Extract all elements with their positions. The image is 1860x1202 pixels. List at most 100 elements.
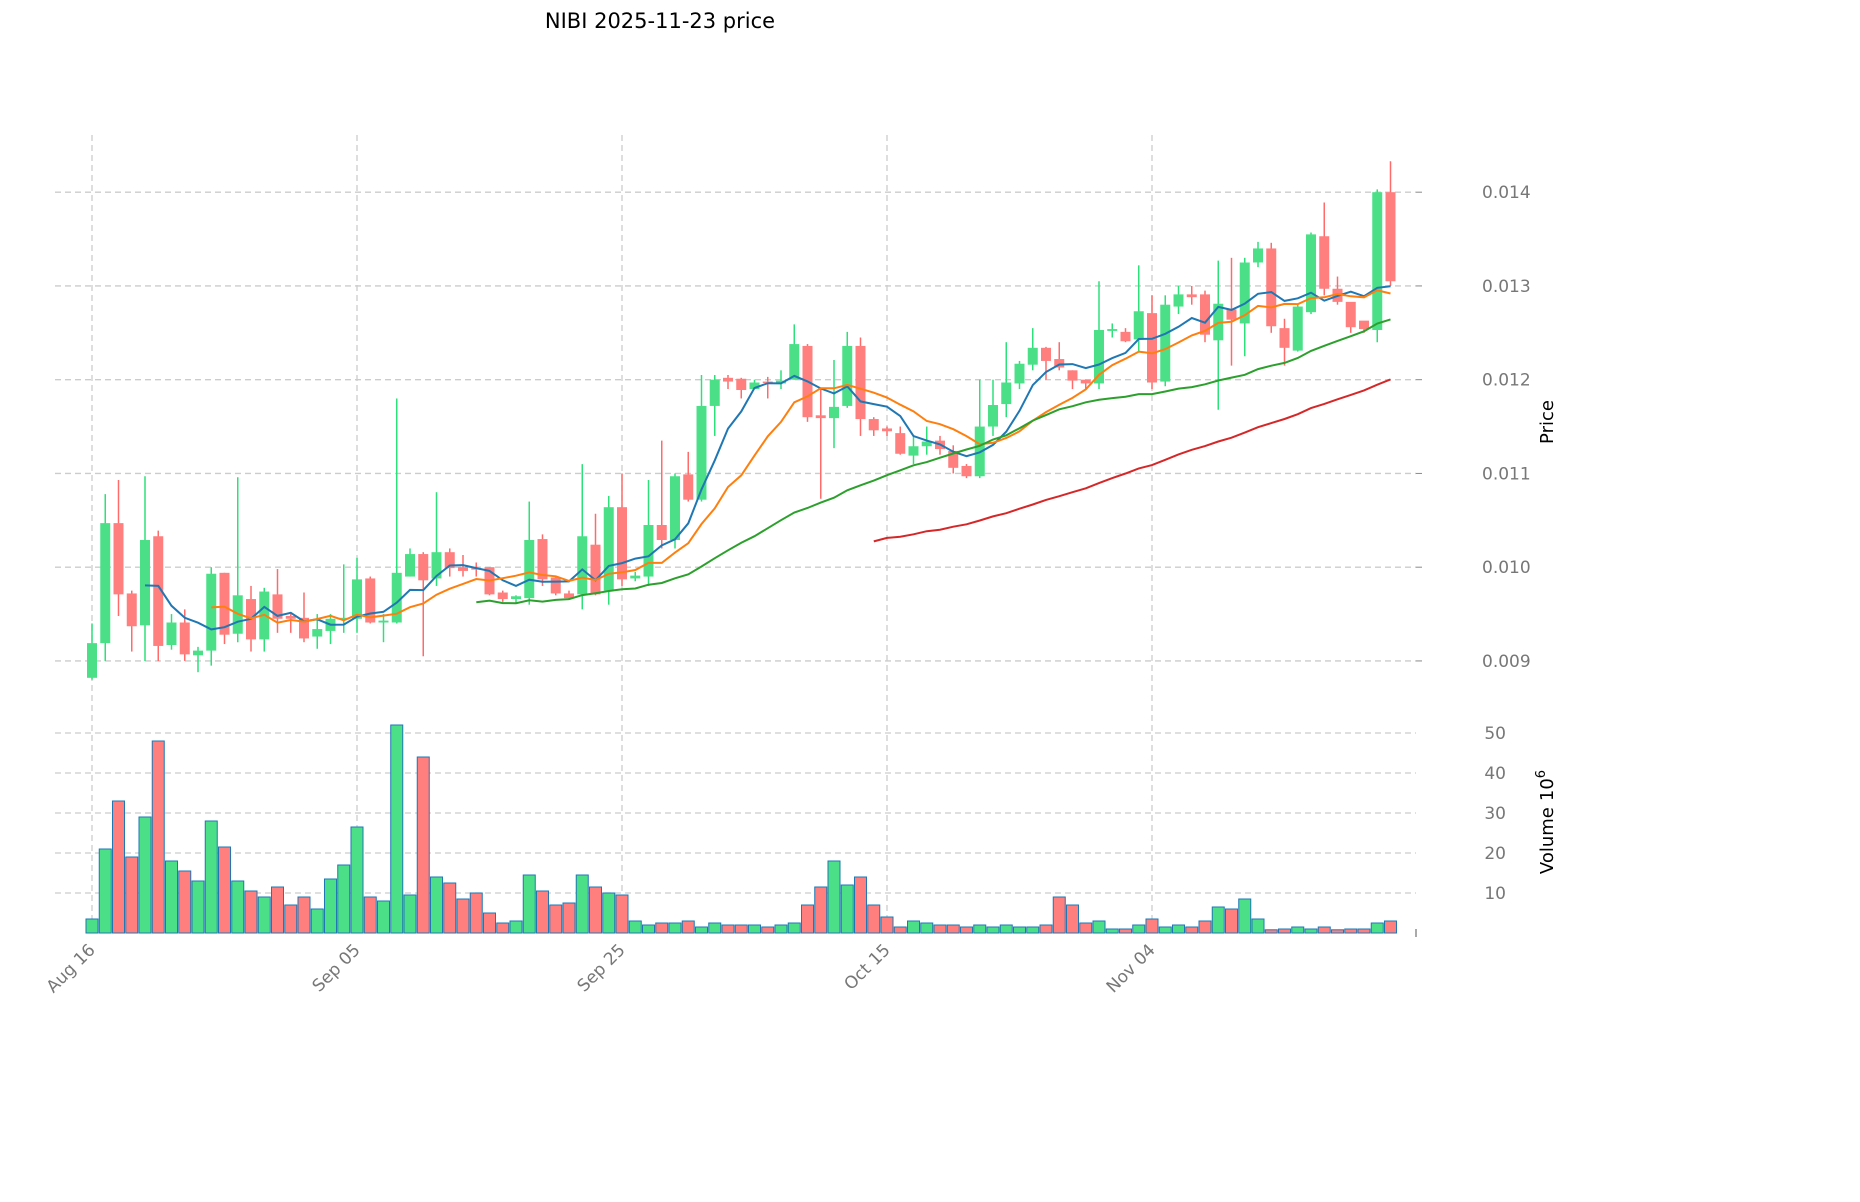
- volume-bar: [880, 916, 894, 934]
- candle-body: [590, 544, 601, 595]
- candle-body: [1001, 382, 1012, 405]
- candle-body: [312, 629, 323, 637]
- volume-label-base: 10: [1537, 778, 1558, 801]
- candles: [87, 161, 1396, 680]
- volume-bar: [920, 922, 934, 934]
- volume-bar: [562, 902, 576, 934]
- volume-bar: [363, 896, 377, 934]
- candle-body: [391, 572, 402, 623]
- candle-body: [193, 650, 203, 656]
- candle-body: [577, 536, 588, 595]
- volume-bar: [178, 870, 192, 934]
- candle-body: [1080, 379, 1091, 384]
- volume-bar: [1304, 928, 1318, 934]
- volume-bar: [469, 892, 483, 934]
- volume-bar: [522, 874, 536, 934]
- x-tick-label: Sep 25: [574, 940, 630, 996]
- candle-body: [709, 379, 720, 406]
- candle-body: [1160, 304, 1171, 382]
- candle-body: [829, 406, 839, 419]
- volume-bar: [1158, 926, 1172, 934]
- candle-body: [961, 465, 972, 477]
- candle-body: [789, 344, 800, 380]
- volume-bar: [1039, 924, 1053, 934]
- volume-bar: [1251, 918, 1265, 934]
- volume-bar: [125, 856, 139, 934]
- volume-bar: [1026, 926, 1040, 934]
- candle-body: [683, 474, 694, 500]
- volume-axis-label: Volume 106: [1534, 770, 1558, 874]
- volume-bar: [946, 924, 960, 934]
- moving-averages: [144, 285, 1391, 631]
- volume-bar: [310, 908, 324, 934]
- moving-average-ma5: [144, 285, 1391, 631]
- volume-bar: [867, 904, 881, 934]
- volume-bar: [1132, 924, 1146, 934]
- candle-body: [736, 378, 747, 390]
- volume-bar: [1238, 898, 1252, 934]
- candle-body: [87, 643, 97, 678]
- candle-body: [285, 615, 296, 619]
- volume-bar: [191, 880, 205, 934]
- candle-body: [1041, 347, 1051, 361]
- candle-body: [1359, 320, 1369, 330]
- candle-body: [895, 433, 906, 454]
- price-tick-label: 0.014: [1482, 183, 1531, 203]
- volume-bar: [1145, 918, 1159, 934]
- candle-body: [524, 540, 535, 599]
- candle-body: [988, 405, 998, 427]
- volume-bar: [1370, 922, 1384, 934]
- volume-bar: [721, 924, 735, 934]
- candle-body: [378, 620, 389, 623]
- candle-body: [1239, 262, 1250, 324]
- candle-body: [1186, 294, 1197, 298]
- volume-bar: [801, 904, 814, 934]
- volume-bar: [165, 860, 178, 934]
- volume-bar: [602, 892, 616, 934]
- moving-average-ma10: [211, 289, 1391, 624]
- volume-label-exp: 6: [1534, 770, 1549, 778]
- candle-body: [882, 428, 892, 432]
- candle-body: [1027, 347, 1038, 365]
- volume-bar: [1092, 920, 1106, 934]
- candle-body: [418, 554, 429, 581]
- x-tick-label: Oct 15: [840, 940, 894, 994]
- volume-bar: [1384, 920, 1397, 934]
- volume-bar: [787, 922, 801, 934]
- candle-body: [1200, 294, 1210, 335]
- candle-body: [921, 441, 932, 447]
- volume-bar: [748, 924, 761, 934]
- candle-body: [855, 345, 866, 420]
- candle-body: [723, 377, 733, 382]
- volume-bar: [1079, 922, 1093, 934]
- volume-bar: [907, 920, 920, 934]
- volume-bar: [496, 922, 510, 934]
- volume-bar: [1331, 929, 1344, 934]
- volume-bar: [297, 896, 311, 934]
- price-tick-label: 0.010: [1482, 558, 1531, 578]
- candle-body: [643, 525, 654, 577]
- price-tick-label: 0.013: [1482, 277, 1531, 297]
- volume-bar: [1105, 928, 1119, 934]
- x-tick-label: Aug 16: [43, 940, 100, 997]
- volume-bar: [284, 904, 298, 934]
- candle-body: [617, 507, 627, 580]
- volume-bar: [456, 898, 470, 934]
- candle-body: [564, 593, 574, 599]
- candle-body: [1094, 330, 1104, 384]
- volume-bar: [1013, 926, 1026, 934]
- volume-tick-label: 50: [1484, 724, 1506, 744]
- volume-bar: [1225, 908, 1238, 934]
- volume-bar: [483, 912, 496, 934]
- volume-bar: [509, 920, 523, 934]
- candle-body: [1067, 370, 1078, 381]
- volume-bar: [377, 900, 390, 934]
- volume-bar: [655, 922, 669, 934]
- candle-body: [153, 536, 164, 646]
- candle-body: [1266, 248, 1277, 327]
- volume-bar: [893, 926, 907, 934]
- candle-body: [948, 450, 959, 468]
- volume-bar: [708, 922, 722, 934]
- x-tick-label: Nov 04: [1103, 940, 1160, 997]
- volume-bar: [999, 924, 1013, 934]
